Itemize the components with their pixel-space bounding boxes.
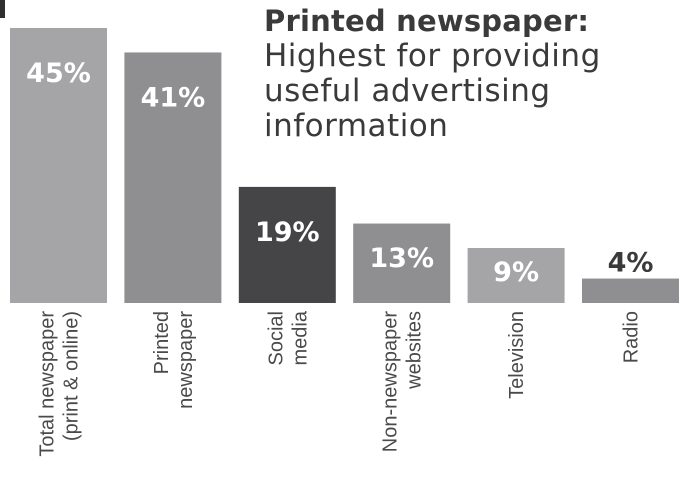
bar-value-label-2: 19%: [255, 217, 320, 248]
category-label-4-line-0: Television: [506, 311, 528, 399]
bar-value-label-0: 45%: [26, 58, 91, 89]
chart-title: Printed newspaper:: [264, 4, 590, 38]
bar-value-label-1: 41%: [141, 82, 206, 113]
category-label-2-line-0: Social: [265, 311, 287, 365]
bar-value-label-4: 9%: [493, 257, 539, 288]
bar-5: [582, 278, 679, 303]
category-label-3-line-1: websites: [404, 311, 426, 390]
bar-value-label-5: 4%: [608, 248, 654, 279]
category-label-5-line-0: Radio: [621, 311, 643, 363]
bar-4: [467, 248, 565, 303]
category-label-2-line-1: media: [289, 310, 311, 365]
category-label-1-line-0: Printed: [151, 311, 173, 374]
category-label-3: Non-newspaper websites: [380, 311, 426, 453]
category-label-0: Total newspaper (print & online): [37, 311, 83, 457]
category-label-0-line-0: Total newspaper: [37, 311, 59, 457]
category-label-4: Television: [506, 311, 528, 399]
category-label-5: Radio: [621, 311, 643, 363]
bar-1: [124, 52, 222, 303]
bar-0: [10, 28, 107, 303]
category-label-1: Printed newspaper: [151, 311, 197, 409]
bar-value-label-3: 13%: [369, 243, 434, 274]
chart-subtitle-line-2: useful advertising: [264, 73, 551, 109]
bar-2: [238, 186, 336, 303]
chart-subtitle-line-1: Highest for providing: [264, 38, 601, 74]
category-label-0-line-1: (print & online): [61, 311, 83, 441]
category-label-1-line-1: newspaper: [175, 311, 197, 409]
category-label-2: Social media: [265, 310, 311, 365]
bar-3: [353, 223, 451, 303]
corner-mark: [0, 0, 5, 18]
chart-headline: Printed newspaper: Highest for providing…: [264, 4, 694, 144]
chart-subtitle-line-3: information: [264, 108, 449, 144]
category-label-3-line-0: Non-newspaper: [380, 311, 402, 453]
